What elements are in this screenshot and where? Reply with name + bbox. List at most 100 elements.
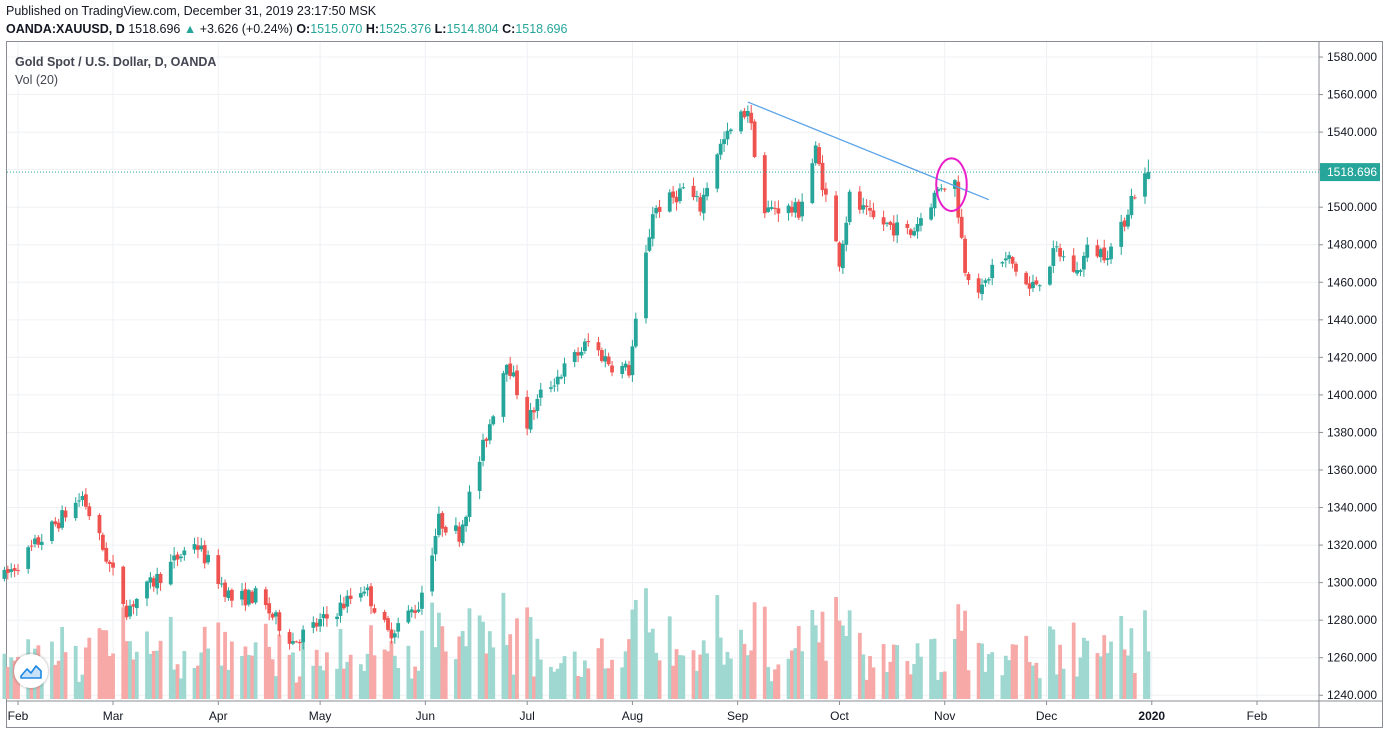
candle-body [155, 573, 160, 589]
volume-bar [9, 657, 14, 699]
volume-bar [175, 664, 180, 699]
volume-bar [443, 651, 448, 699]
volume-bar [823, 660, 828, 699]
candle-body [895, 222, 900, 236]
candle-body [739, 111, 743, 132]
volume-bar [538, 659, 543, 699]
volume-bar [464, 646, 468, 699]
volume-bar [705, 653, 709, 699]
candle-body [206, 554, 210, 563]
volume-bar [158, 640, 163, 699]
volume-bar [107, 656, 112, 699]
low-value: 1514.804 [446, 22, 499, 36]
candle-body [966, 274, 971, 281]
candle-body [464, 516, 468, 527]
candle-body [182, 550, 187, 556]
candle-body [610, 365, 614, 373]
volume-bar [416, 670, 421, 699]
volume-bar [885, 672, 889, 699]
y-tick-label: 1560.000 [1327, 88, 1377, 102]
published-note: Published on TradingView.com, December 3… [6, 4, 377, 18]
candle-body [50, 521, 54, 541]
candle-body [1132, 197, 1137, 199]
candle-body [678, 188, 682, 202]
candle-body [440, 512, 445, 529]
high-label: H: [365, 22, 380, 36]
candle-body [745, 110, 750, 117]
candle-body [1129, 195, 1134, 216]
y-tick-label: 1440.000 [1327, 313, 1377, 327]
volume-bar [932, 638, 937, 699]
candle-body [929, 207, 934, 220]
volume-bar [250, 655, 255, 699]
candle-body [1075, 270, 1079, 274]
candle-body [83, 494, 88, 507]
volume-bar [80, 674, 85, 699]
volume-bar [111, 653, 115, 699]
last-price-tag-label: 1518.696 [1327, 165, 1377, 179]
candle-body [294, 641, 299, 643]
volume-bar [437, 612, 441, 699]
candle-body [56, 522, 61, 529]
chart-legend: Gold Spot / U.S. Dollar, D, OANDA Vol (2… [15, 53, 216, 89]
candle-body [172, 555, 177, 561]
volume-bar [888, 661, 893, 699]
tradingview-logo-icon[interactable] [14, 654, 48, 688]
candle-body [1143, 173, 1147, 197]
candle-body [413, 610, 418, 613]
last-price: 1518.696 [128, 22, 181, 36]
candle-body [728, 129, 733, 132]
volume-bar [528, 617, 533, 699]
volume-bar [413, 666, 418, 699]
volume-bar [246, 654, 251, 699]
candle-body [1061, 256, 1066, 258]
volume-bar [341, 668, 346, 699]
candle-body [599, 350, 604, 361]
y-tick-label: 1280.000 [1327, 613, 1377, 627]
candle-body [12, 568, 17, 571]
x-tick-label: Feb [1247, 709, 1268, 723]
up-arrow-icon: ▲ [183, 22, 197, 36]
candle-body [800, 201, 805, 217]
candle-body [579, 351, 584, 356]
volume-bar [253, 642, 258, 699]
volume-bar [861, 654, 866, 699]
volume-bar [491, 647, 496, 699]
volume-bar [773, 669, 777, 699]
candle-body [657, 206, 662, 212]
volume-bar [77, 681, 82, 699]
x-tick-label: Sep [727, 709, 749, 723]
candle-body [620, 365, 625, 374]
candle-body [1098, 249, 1103, 258]
candle-body [654, 207, 659, 214]
volume-bar [453, 659, 458, 699]
x-tick-label: Mar [103, 709, 124, 723]
candle-body [484, 438, 489, 441]
candle-body [1051, 248, 1056, 266]
volume-bar [728, 658, 733, 699]
candle-body [396, 623, 401, 632]
volume-bar [606, 668, 611, 699]
volume-bar [990, 652, 995, 699]
candle-body [487, 424, 492, 441]
volume-bar [484, 653, 489, 699]
volume-bar [776, 664, 781, 699]
candle-body [810, 163, 815, 204]
candle-body [1102, 247, 1107, 261]
candle-body [630, 346, 635, 376]
volume-bar [345, 661, 350, 699]
volume-bar [145, 631, 149, 699]
volume-bar [267, 646, 272, 699]
candle-body [813, 145, 818, 164]
candle-body [773, 207, 777, 209]
candle-body [1126, 214, 1130, 227]
candle-body [443, 526, 448, 533]
candle-body [905, 224, 910, 228]
candle-body [820, 162, 825, 191]
candle-body [26, 547, 31, 569]
y-tick-label: 1380.000 [1327, 425, 1377, 439]
candle-body [844, 222, 849, 245]
volume-bar [986, 654, 991, 699]
candle-body [837, 242, 842, 267]
